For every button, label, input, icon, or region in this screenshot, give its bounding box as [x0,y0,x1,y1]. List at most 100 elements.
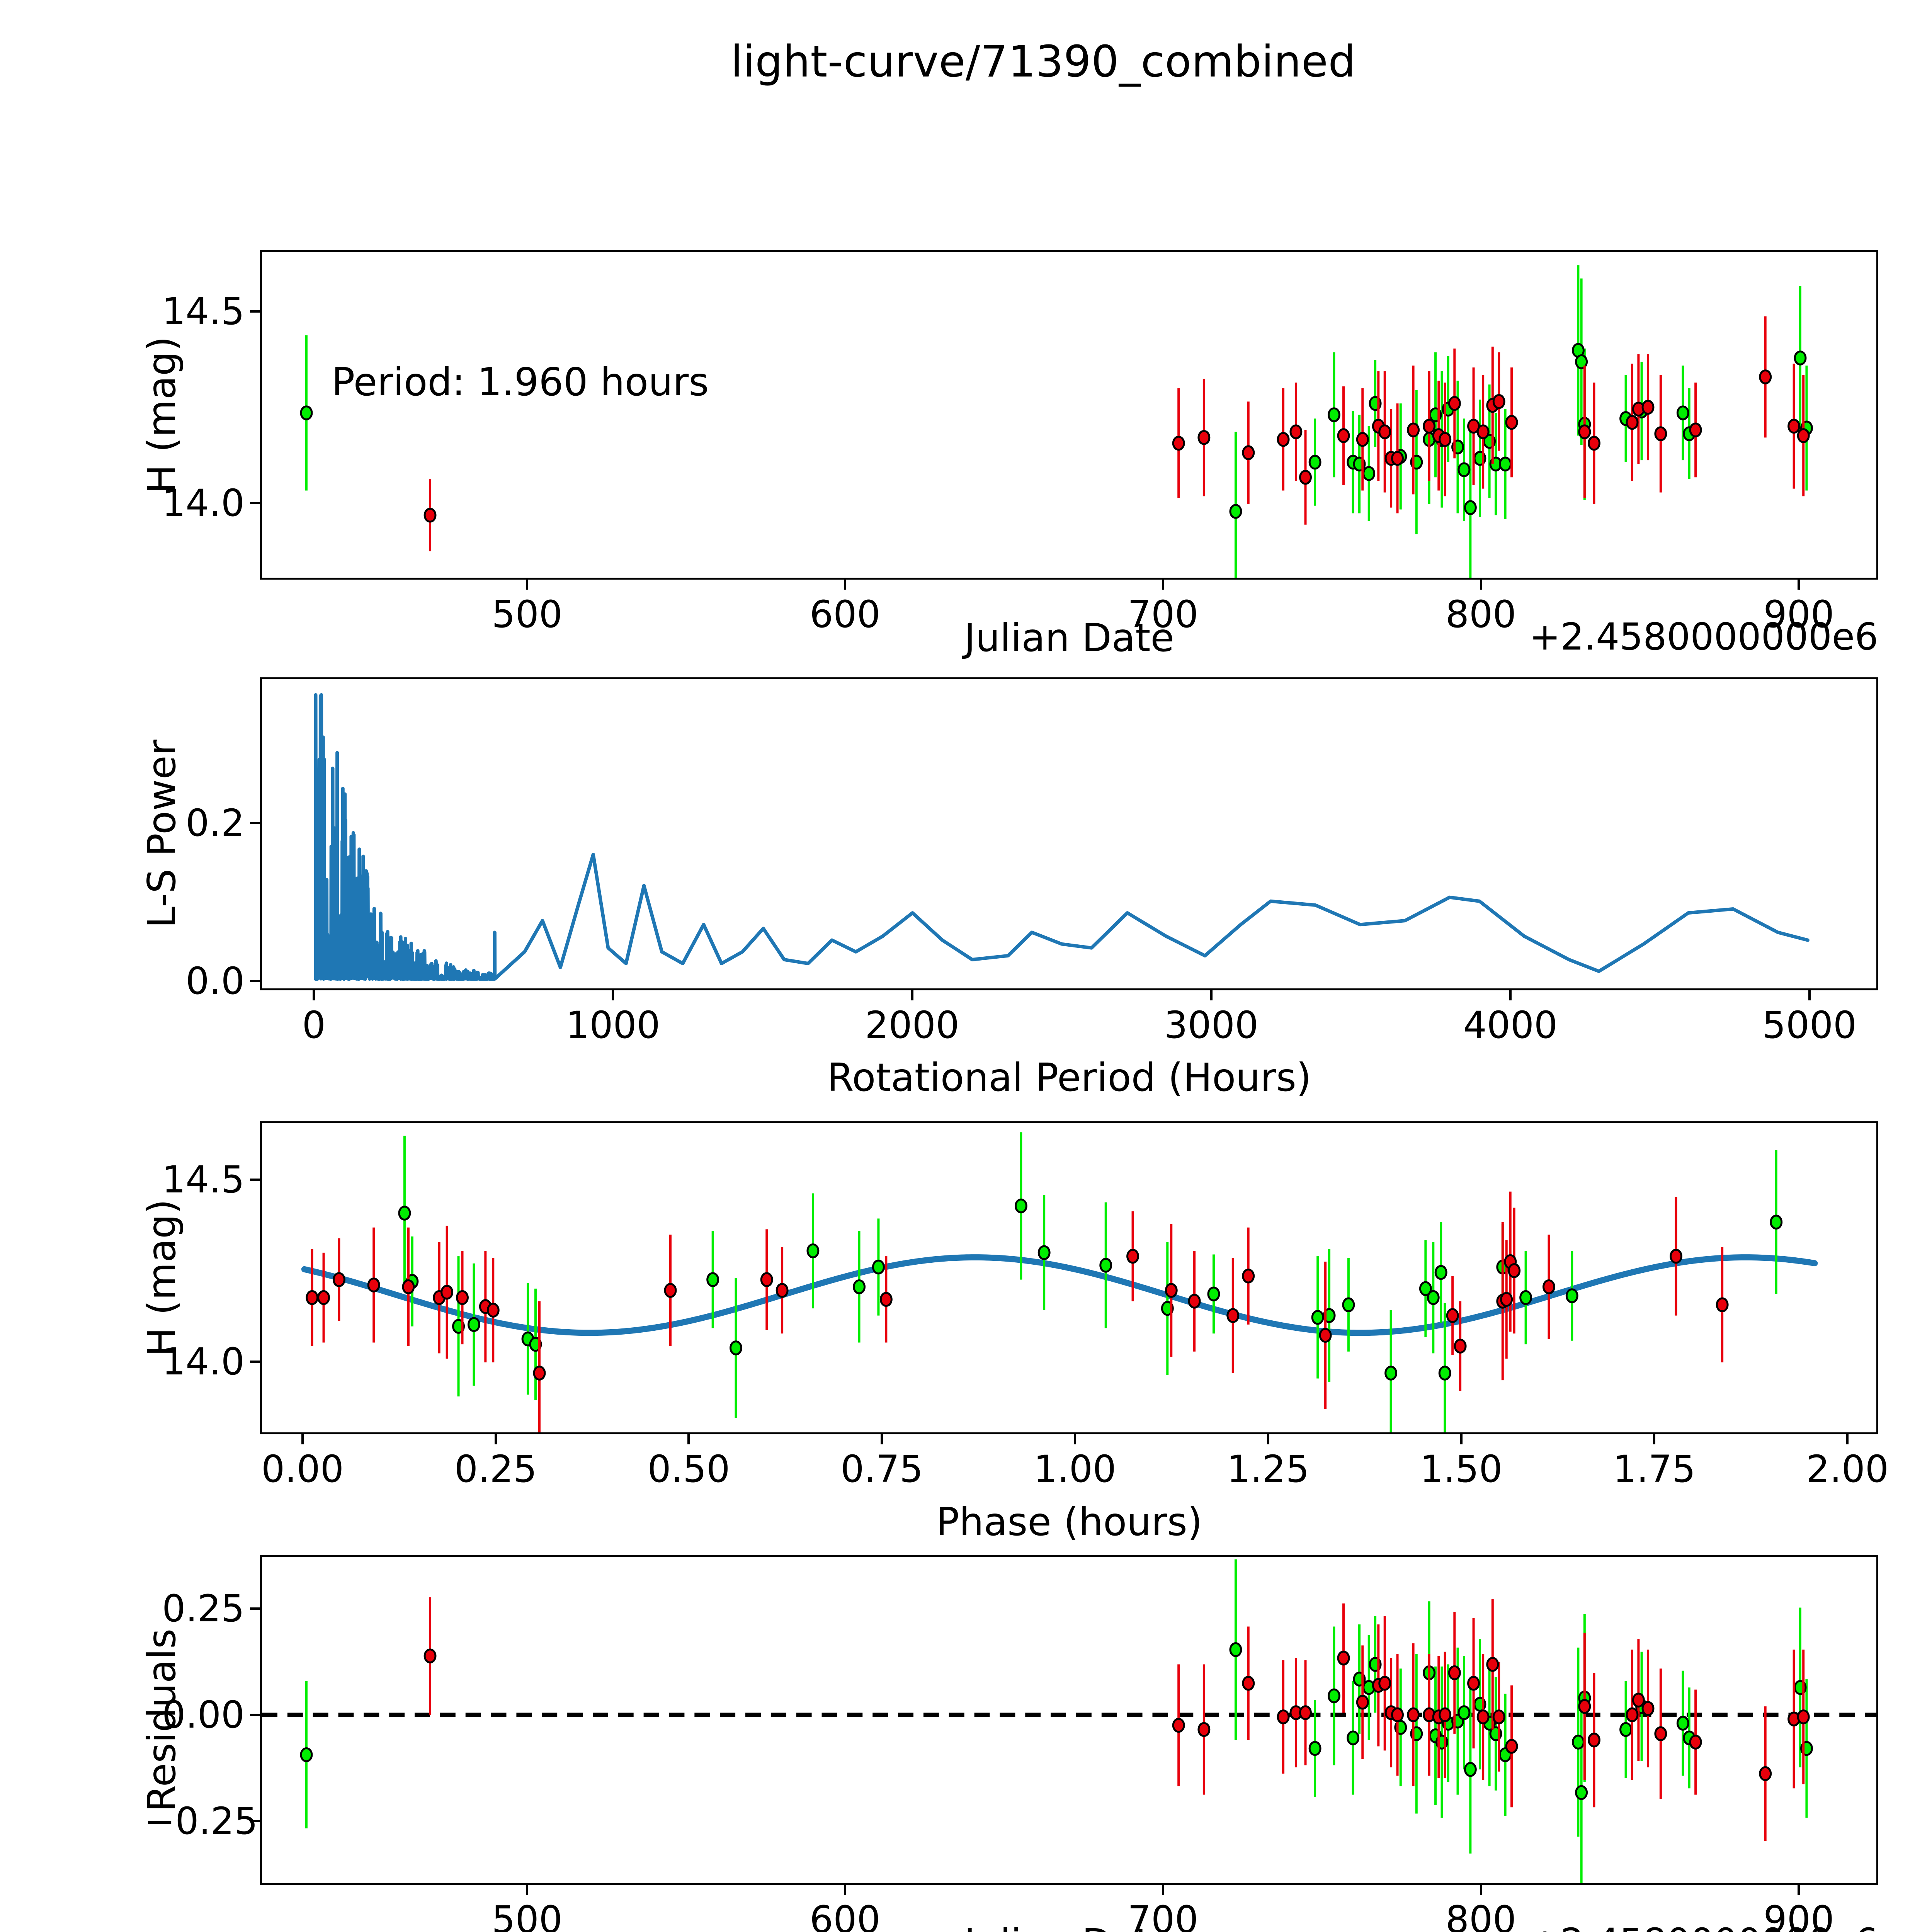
data-point [486,1303,500,1318]
series-g [398,1132,1783,1432]
data-point [1458,462,1471,477]
data-point [1289,424,1303,439]
data-point [1578,1699,1591,1714]
x-tick-label: 600 [810,1898,881,1932]
phasefold-plot-area [301,1132,1818,1432]
data-point [1689,422,1702,437]
data-point [1434,1265,1447,1280]
data-point [1492,394,1505,409]
data-point [1588,1732,1600,1748]
data-point [1454,1338,1467,1354]
data-point [317,1290,330,1305]
data-point [1311,1310,1324,1325]
data-point [423,507,437,523]
data-point [1356,1694,1369,1710]
data-point [1242,1269,1255,1284]
x-tickmark [1846,1434,1849,1444]
panel2-xlabel: Rotational Period (Hours) [827,1055,1311,1100]
periodogram-curve [314,693,1810,981]
residuals-plot-area [262,1559,1876,1883]
data-point [1277,432,1290,447]
x-tick-label: 2000 [865,1003,959,1047]
data-point [853,1279,866,1294]
panel2-ylabel: L-S Power [139,740,184,928]
x-tick-label: 700 [1128,1898,1199,1932]
data-point [1126,1248,1139,1264]
data-point [706,1272,719,1287]
data-point [1500,1292,1513,1307]
x-tickmark [313,990,315,1000]
x-tickmark [1798,580,1800,590]
panel-phasefold [260,1121,1878,1434]
x-tick-label: 4000 [1463,1003,1558,1047]
y-tickmark [250,1713,260,1716]
data-point [1347,1730,1360,1746]
panel1-xaxis-offset: +2.4580000000e6 [1529,615,1878,658]
panel1-ylabel: H (mag) [139,336,184,494]
data-point [1423,418,1436,434]
data-point [1356,432,1369,447]
x-tickmark [612,990,614,1000]
data-point [1464,500,1477,515]
data-point [1099,1258,1112,1273]
series-r [423,1597,1810,1841]
data-point [300,405,313,420]
data-point [1759,1766,1772,1781]
data-point [1188,1294,1201,1309]
data-point [872,1259,885,1275]
x-tickmark [881,1434,883,1444]
x-tickmark [687,1434,690,1444]
data-point [1337,1650,1350,1666]
panel4-xaxis-offset: +2.4580000000e6 [1529,1920,1878,1932]
data-point [1476,424,1490,439]
x-tick-label: 800 [1445,593,1517,636]
data-point [1427,1290,1440,1305]
x-tick-label: 900 [1763,1898,1834,1932]
data-point [1327,407,1340,422]
panel3-ylabel: H (mag) [139,1199,184,1357]
x-tickmark [911,990,913,1000]
data-point [1641,400,1655,415]
data-point [1676,405,1689,420]
data-point [533,1366,546,1381]
data-point [1654,426,1667,441]
data-point [1439,432,1452,447]
data-point [1505,1739,1518,1754]
data-point [1467,1676,1480,1691]
y-tickmark [250,980,260,982]
x-tickmark [1798,1885,1800,1895]
data-point [1207,1286,1220,1302]
data-point [1407,1707,1420,1723]
x-tick-label: 0.75 [840,1447,923,1491]
data-point [423,1648,437,1663]
data-point [806,1243,820,1259]
data-point [1448,396,1461,411]
data-point [1172,1718,1185,1733]
data-point [1499,456,1512,472]
panel-residuals [260,1555,1878,1885]
x-tick-label: 500 [492,593,563,636]
x-tickmark [1073,1434,1076,1444]
data-point [1242,1676,1255,1691]
data-point [1299,469,1312,485]
x-tick-label: 5000 [1762,1003,1857,1047]
data-point [1242,445,1255,460]
y-tick-label: 0.2 [185,801,245,845]
y-tickmark [250,502,260,504]
x-tickmark [1480,1885,1482,1895]
data-point [1486,1657,1499,1672]
data-point [1277,1709,1290,1725]
y-tick-label: 0.25 [162,1587,245,1630]
y-tick-label: 14.5 [162,289,245,333]
data-point [664,1283,677,1298]
x-tick-label: 0.25 [454,1447,537,1491]
data-point [1787,418,1801,434]
series-r [423,316,1810,551]
data-point [1716,1297,1729,1313]
x-tick-label: 600 [810,593,881,636]
data-point [879,1292,893,1307]
data-point [1654,1726,1667,1742]
x-tick-label: 2.00 [1806,1447,1889,1491]
data-point [760,1272,773,1287]
